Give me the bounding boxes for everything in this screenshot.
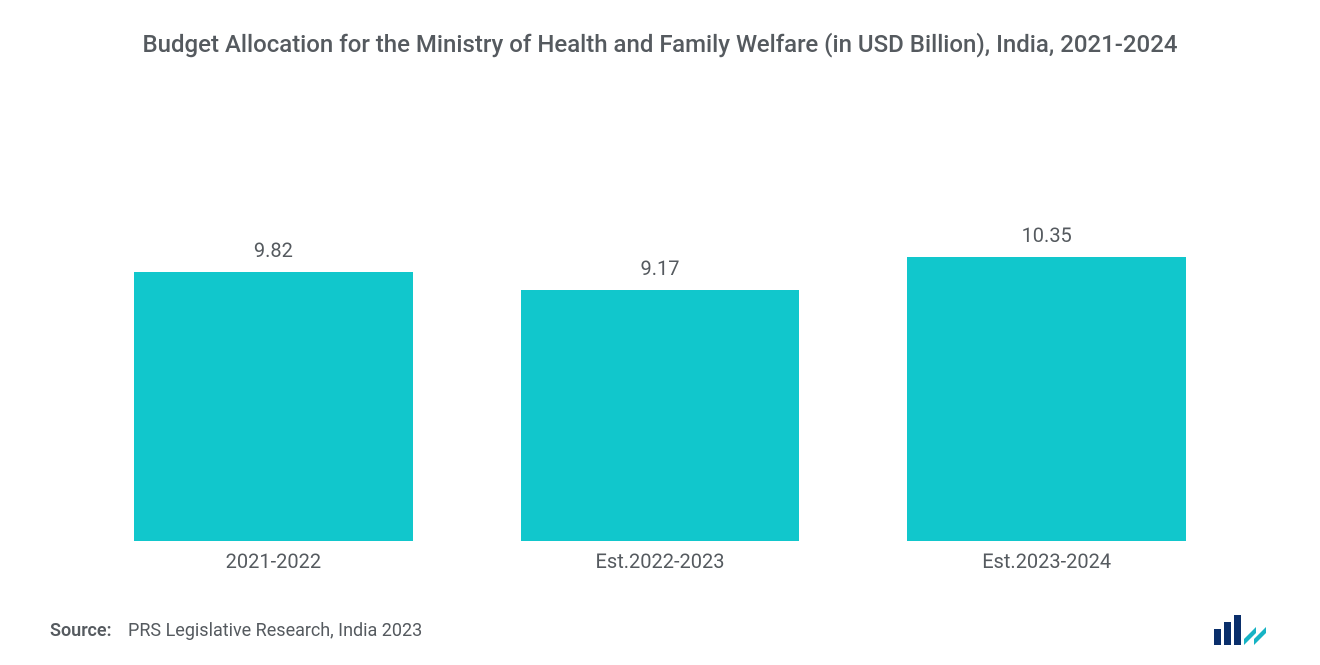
source-text: PRS Legislative Research, India 2023 [128, 620, 422, 641]
plot-area: 9.82 9.17 10.35 [50, 105, 1270, 541]
chart-container: Budget Allocation for the Ministry of He… [0, 0, 1320, 665]
bar [134, 272, 412, 541]
bar-value-label: 9.82 [254, 238, 293, 262]
bar-value-label: 10.35 [1022, 223, 1072, 247]
chart-footer: Source: PRS Legislative Research, India … [50, 573, 1270, 645]
bar-value-label: 9.17 [641, 256, 680, 280]
chart-title: Budget Allocation for the Ministry of He… [143, 28, 1178, 60]
source-line: Source: PRS Legislative Research, India … [50, 620, 422, 641]
bar-group: 10.35 [853, 105, 1240, 541]
bar [907, 257, 1185, 541]
bar-group: 9.82 [80, 105, 467, 541]
brand-logo-icon [1214, 615, 1270, 645]
source-label: Source: [50, 620, 112, 641]
x-tick-label: Est.2022-2023 [467, 549, 854, 573]
x-tick-label: Est.2023-2024 [853, 549, 1240, 573]
bar [521, 290, 799, 541]
x-tick-label: 2021-2022 [80, 549, 467, 573]
bar-group: 9.17 [467, 105, 854, 541]
x-axis: 2021-2022Est.2022-2023Est.2023-2024 [50, 541, 1270, 573]
